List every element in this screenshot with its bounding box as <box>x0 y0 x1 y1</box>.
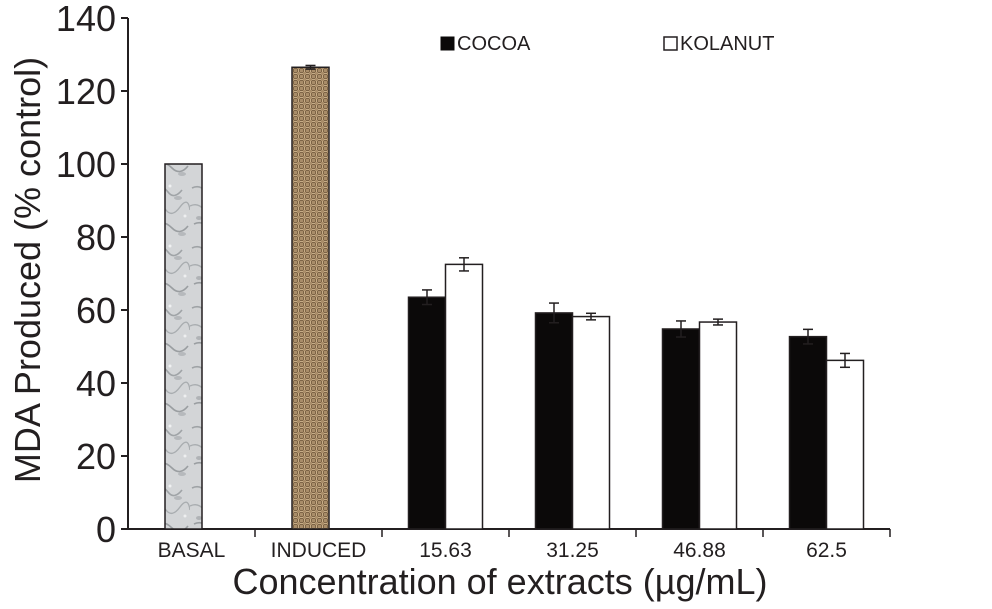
x-tick-label: INDUCED <box>271 539 367 562</box>
error-bar <box>459 257 469 272</box>
bars-group <box>164 66 865 530</box>
error-bar <box>676 320 686 338</box>
y-tick-label: 20 <box>76 436 116 477</box>
y-tick-label: 60 <box>76 290 116 331</box>
legend-swatch-kolanut <box>663 36 678 51</box>
bar-basal <box>164 163 203 530</box>
bar-kolanut-62.5 <box>825 359 865 530</box>
error-bars-group <box>305 64 850 369</box>
y-axis-ticks: 0 20 40 60 80 100 120 140 <box>56 0 128 550</box>
y-tick-label: 120 <box>56 71 116 112</box>
x-axis-label: Concentration of extracts (µg/mL) <box>233 561 768 602</box>
y-tick-label: 100 <box>56 144 116 185</box>
x-tick-label: BASAL <box>158 539 226 562</box>
legend-label-cocoa: COCOA <box>457 33 531 55</box>
bar-induced <box>291 66 330 530</box>
bar-kolanut-15.63 <box>444 263 484 530</box>
x-tick-label: 46.88 <box>673 539 726 562</box>
legend: COCOA KOLANUT <box>440 33 774 55</box>
bar-cocoa-46.88 <box>661 328 701 530</box>
error-bar <box>305 64 316 70</box>
legend-swatch-cocoa <box>440 36 455 51</box>
y-tick-label: 0 <box>96 509 116 550</box>
error-bar <box>803 328 813 345</box>
y-tick-label: 80 <box>76 217 116 258</box>
bar-kolanut-31.25 <box>571 315 611 530</box>
bar-cocoa-31.25 <box>534 312 574 530</box>
error-bar <box>586 312 596 321</box>
x-tick-label: 15.63 <box>419 539 472 562</box>
bar-cocoa-15.63 <box>407 296 447 530</box>
legend-label-kolanut: KOLANUT <box>680 33 774 55</box>
y-tick-label: 140 <box>56 0 116 39</box>
y-axis-label: MDA Produced (% control) <box>7 57 48 483</box>
error-bar <box>422 289 432 306</box>
error-bar <box>713 318 723 326</box>
x-tick-label: 62.5 <box>806 539 847 562</box>
bar-kolanut-46.88 <box>698 321 738 530</box>
x-axis-ticks: BASAL INDUCED 15.63 31.25 46.88 62.5 <box>158 529 891 562</box>
error-bar <box>840 352 850 369</box>
y-tick-label: 40 <box>76 363 116 404</box>
bar-cocoa-62.5 <box>788 335 828 530</box>
x-tick-label: 31.25 <box>546 539 599 562</box>
error-bar <box>549 302 559 324</box>
